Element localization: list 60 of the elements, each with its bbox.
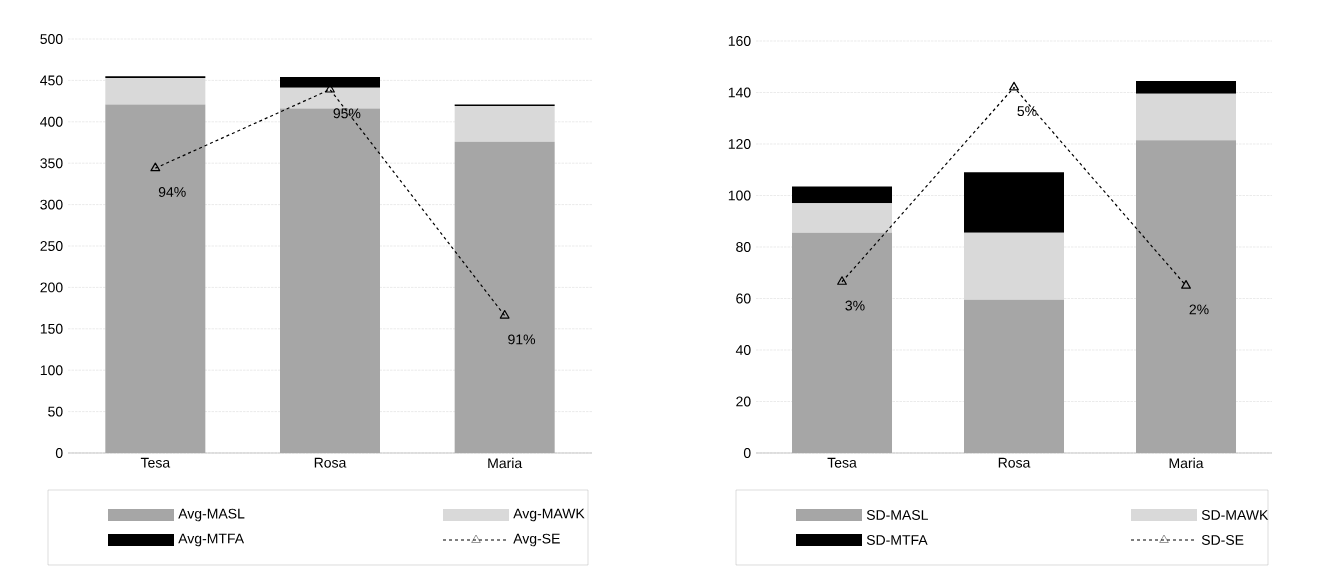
y-tick-label: 150 xyxy=(40,323,63,334)
legend-label: Avg-MASL xyxy=(178,508,245,522)
y-tick-label: 100 xyxy=(40,365,63,376)
y-tick-label: 500 xyxy=(40,34,63,44)
bar xyxy=(105,77,206,105)
x-tick-label: Maria xyxy=(488,457,523,469)
bar xyxy=(792,232,893,453)
legend-label: Avg-SE xyxy=(513,533,560,547)
x-tick-label: Maria xyxy=(1169,457,1204,469)
annotation: 94% xyxy=(158,187,186,197)
point xyxy=(1181,280,1191,289)
legend-label: Avg-MTFA xyxy=(178,533,245,547)
y-tick-label: 400 xyxy=(40,116,63,127)
annotation: 5% xyxy=(1017,106,1037,117)
point xyxy=(499,309,510,319)
y-tick-label: 20 xyxy=(736,396,751,407)
point xyxy=(837,276,847,285)
y-tick-label: 50 xyxy=(48,406,63,417)
x-tick-label: Tesa xyxy=(827,457,857,468)
y-tick-label: 120 xyxy=(728,139,751,149)
bar xyxy=(454,106,555,142)
y-tick-label: 350 xyxy=(40,158,63,169)
point xyxy=(1009,81,1019,91)
bar xyxy=(1136,140,1237,453)
y-tick-label: 250 xyxy=(40,241,63,251)
bar xyxy=(964,232,1065,300)
bar xyxy=(105,104,206,453)
bar xyxy=(792,203,893,233)
x-tick-label: Rosa xyxy=(314,457,347,468)
y-tick-label: 0 xyxy=(55,448,63,458)
y-tick-label: 160 xyxy=(728,36,751,46)
y-tick-label: 0 xyxy=(743,448,751,458)
bar xyxy=(280,108,380,453)
bar xyxy=(1136,80,1237,94)
bar xyxy=(1136,93,1237,141)
y-tick-label: 200 xyxy=(40,282,63,293)
x-tick-label: Rosa xyxy=(998,457,1031,468)
bar xyxy=(792,186,893,204)
point xyxy=(150,162,161,172)
y-tick-label: 40 xyxy=(735,345,751,355)
legend-label: SD-MASL xyxy=(866,510,928,520)
legend-label: Avg-MAWK xyxy=(513,508,585,522)
annotation: 3% xyxy=(845,300,865,311)
annotation: 91% xyxy=(508,334,536,345)
bar xyxy=(964,299,1065,453)
y-tick-label: 80 xyxy=(736,242,751,252)
y-tick-label: 300 xyxy=(40,199,63,210)
annotation: 2% xyxy=(1189,304,1209,315)
annotation: 95% xyxy=(333,108,361,119)
legend-label: SD-MTFA xyxy=(866,535,928,545)
legend-label: SD-SE xyxy=(1201,535,1244,545)
y-tick-label: 60 xyxy=(736,293,751,304)
bar xyxy=(454,141,555,453)
bar xyxy=(964,172,1065,233)
y-tick-label: 140 xyxy=(728,87,751,98)
legend-label: SD-MAWK xyxy=(1201,510,1269,520)
y-tick-label: 100 xyxy=(728,190,751,201)
bar xyxy=(280,87,380,109)
x-tick-label: Tesa xyxy=(140,457,171,468)
y-tick-label: 450 xyxy=(40,75,63,86)
